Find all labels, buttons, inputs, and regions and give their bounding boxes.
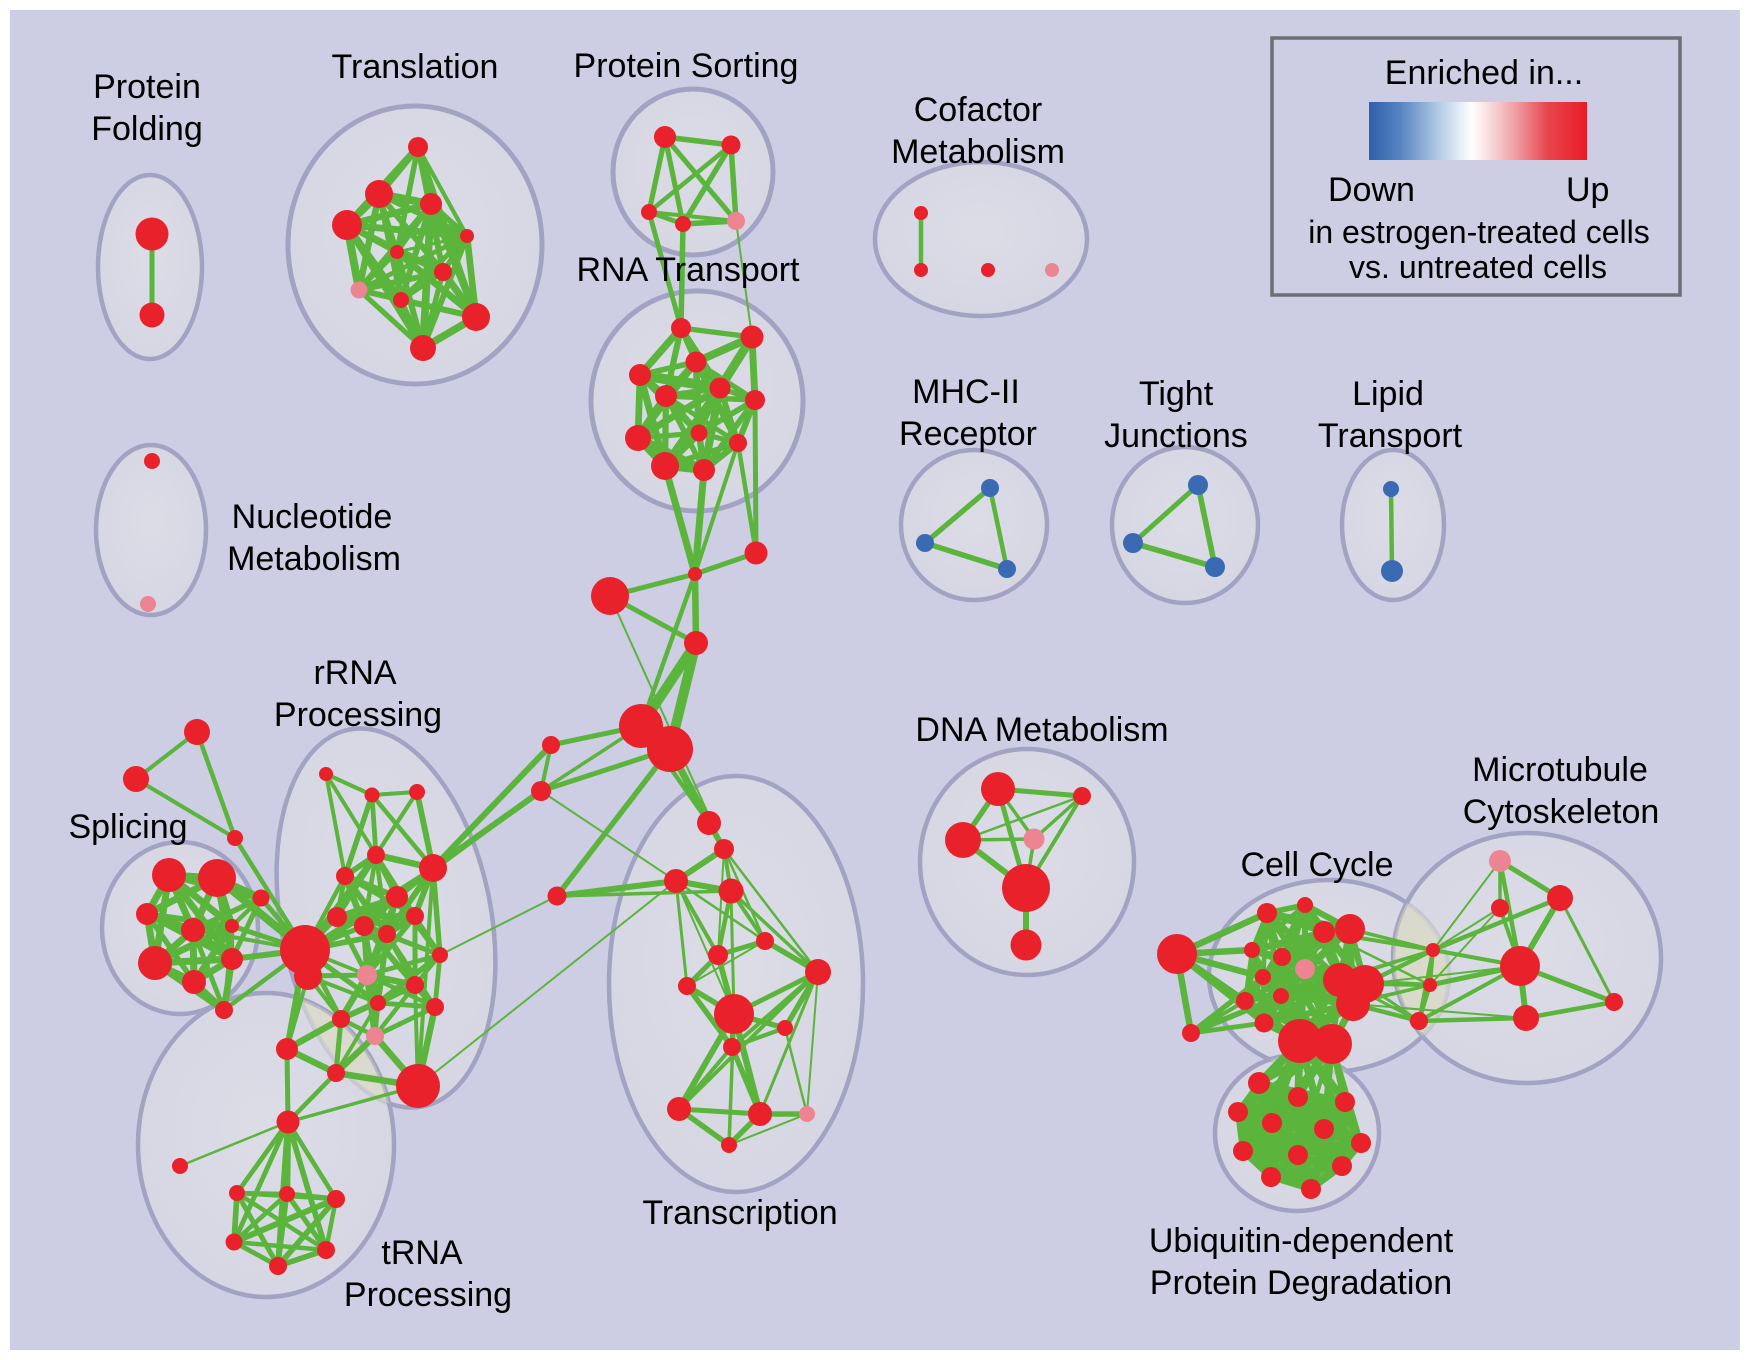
svg-text:Transport: Transport bbox=[1318, 417, 1463, 455]
svg-text:Translation: Translation bbox=[332, 48, 499, 86]
svg-text:Processing: Processing bbox=[344, 1276, 512, 1314]
svg-text:Folding: Folding bbox=[91, 110, 203, 148]
svg-text:Down: Down bbox=[1328, 171, 1415, 209]
svg-text:Tight: Tight bbox=[1139, 375, 1214, 413]
svg-text:Protein Degradation: Protein Degradation bbox=[1150, 1264, 1452, 1302]
svg-text:Splicing: Splicing bbox=[68, 808, 187, 846]
svg-text:rRNA: rRNA bbox=[313, 654, 396, 692]
svg-text:RNA Transport: RNA Transport bbox=[577, 251, 801, 289]
svg-text:Cell Cycle: Cell Cycle bbox=[1240, 846, 1393, 884]
svg-text:Metabolism: Metabolism bbox=[227, 540, 401, 578]
svg-text:DNA Metabolism: DNA Metabolism bbox=[915, 711, 1168, 749]
svg-text:Nucleotide: Nucleotide bbox=[232, 498, 393, 536]
svg-text:Enriched in...: Enriched in... bbox=[1385, 54, 1583, 92]
svg-text:Metabolism: Metabolism bbox=[891, 133, 1065, 171]
svg-text:Cofactor: Cofactor bbox=[914, 91, 1043, 129]
svg-text:Protein Sorting: Protein Sorting bbox=[574, 47, 799, 85]
svg-text:vs. untreated cells: vs. untreated cells bbox=[1349, 249, 1607, 285]
svg-text:Lipid: Lipid bbox=[1352, 375, 1424, 413]
svg-text:tRNA: tRNA bbox=[381, 1234, 463, 1272]
svg-text:Up: Up bbox=[1566, 171, 1609, 209]
svg-text:Microtubule: Microtubule bbox=[1472, 751, 1648, 789]
svg-text:MHC-II: MHC-II bbox=[912, 373, 1020, 411]
svg-text:Protein: Protein bbox=[93, 68, 201, 106]
svg-text:in estrogen-treated cells: in estrogen-treated cells bbox=[1308, 214, 1650, 250]
svg-text:Processing: Processing bbox=[274, 696, 442, 734]
svg-text:Ubiquitin-dependent: Ubiquitin-dependent bbox=[1149, 1222, 1454, 1260]
svg-text:Receptor: Receptor bbox=[899, 415, 1037, 453]
svg-text:Cytoskeleton: Cytoskeleton bbox=[1463, 793, 1660, 831]
svg-text:Junctions: Junctions bbox=[1104, 417, 1248, 455]
svg-text:Transcription: Transcription bbox=[642, 1194, 837, 1232]
